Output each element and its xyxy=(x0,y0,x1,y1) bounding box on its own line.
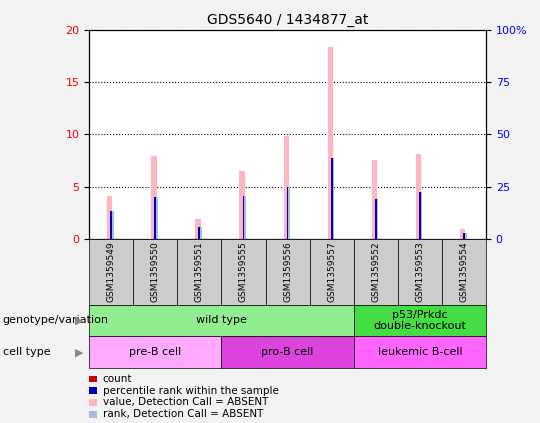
Text: GSM1359551: GSM1359551 xyxy=(195,242,204,302)
Bar xyxy=(419,192,421,239)
Bar xyxy=(151,156,157,239)
Text: value, Detection Call = ABSENT: value, Detection Call = ABSENT xyxy=(103,398,268,407)
Text: leukemic B-cell: leukemic B-cell xyxy=(377,347,462,357)
Bar xyxy=(328,47,333,239)
Bar xyxy=(242,196,244,239)
Text: GSM1359549: GSM1359549 xyxy=(107,242,116,302)
Bar xyxy=(110,211,112,239)
Bar xyxy=(154,197,156,239)
Text: pre-B cell: pre-B cell xyxy=(129,347,181,357)
Bar xyxy=(375,199,376,239)
Text: percentile rank within the sample: percentile rank within the sample xyxy=(103,386,279,396)
Text: p53/Prkdc
double-knockout: p53/Prkdc double-knockout xyxy=(374,310,466,331)
Bar xyxy=(332,158,334,239)
Bar xyxy=(195,219,201,239)
Bar xyxy=(156,197,158,239)
Text: ▶: ▶ xyxy=(75,316,84,325)
Text: pro-B cell: pro-B cell xyxy=(261,347,314,357)
Bar xyxy=(288,187,290,239)
Bar xyxy=(284,136,289,239)
Bar xyxy=(372,160,377,239)
Text: GSM1359554: GSM1359554 xyxy=(460,242,469,302)
Text: GSM1359556: GSM1359556 xyxy=(283,242,292,302)
Text: GSM1359552: GSM1359552 xyxy=(372,242,380,302)
Bar xyxy=(111,211,114,239)
Bar xyxy=(464,233,467,239)
Bar xyxy=(107,196,112,239)
Text: GSM1359555: GSM1359555 xyxy=(239,242,248,302)
Text: ▶: ▶ xyxy=(75,347,84,357)
Bar xyxy=(376,199,379,239)
Text: GSM1359557: GSM1359557 xyxy=(327,242,336,302)
Bar xyxy=(416,154,421,239)
Text: wild type: wild type xyxy=(196,316,247,325)
Text: cell type: cell type xyxy=(3,347,50,357)
Bar xyxy=(244,196,246,239)
Title: GDS5640 / 1434877_at: GDS5640 / 1434877_at xyxy=(207,13,368,27)
Bar xyxy=(239,171,245,239)
Bar xyxy=(287,187,288,239)
Bar xyxy=(331,158,333,239)
Bar xyxy=(199,228,200,239)
Bar xyxy=(463,233,465,239)
Text: genotype/variation: genotype/variation xyxy=(3,316,109,325)
Text: count: count xyxy=(103,374,132,384)
Bar xyxy=(420,192,422,239)
Text: GSM1359550: GSM1359550 xyxy=(151,242,160,302)
Bar xyxy=(199,228,202,239)
Bar xyxy=(460,228,465,239)
Text: GSM1359553: GSM1359553 xyxy=(415,242,424,302)
Text: rank, Detection Call = ABSENT: rank, Detection Call = ABSENT xyxy=(103,409,263,419)
